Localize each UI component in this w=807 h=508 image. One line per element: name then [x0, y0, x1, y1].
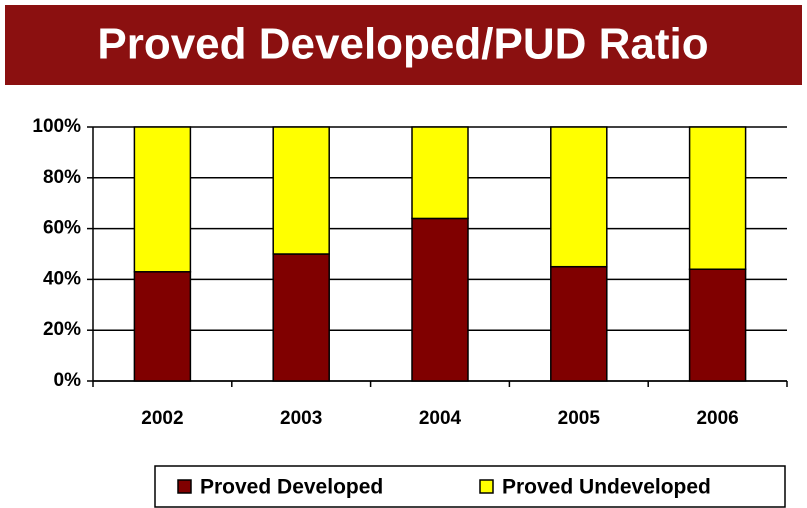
y-tick-label: 20%	[43, 319, 81, 340]
x-tick-label: 2005	[558, 408, 601, 429]
legend	[154, 465, 786, 508]
y-tick-label: 100%	[32, 116, 81, 137]
x-tick-label: 2002	[141, 408, 183, 429]
bar-segment	[411, 217, 469, 382]
legend-swatch	[479, 479, 494, 494]
bar-segment	[411, 126, 469, 220]
legend-swatch	[177, 479, 192, 494]
bar-segment	[550, 126, 608, 268]
y-tick-label: 40%	[43, 268, 81, 289]
bar-segment	[133, 126, 192, 273]
y-tick-label: 0%	[54, 370, 82, 391]
bar-segment	[688, 126, 747, 270]
bar-segment	[272, 253, 330, 382]
bar-segment	[272, 126, 330, 255]
x-tick-label: 2003	[280, 408, 322, 429]
legend-label: Proved Developed	[200, 476, 383, 499]
y-tick-label: 80%	[43, 167, 81, 188]
bar-segment	[688, 268, 747, 382]
bar-segment	[133, 271, 192, 382]
x-tick-label: 2004	[419, 408, 462, 429]
legend-label: Proved Undeveloped	[502, 476, 711, 499]
x-tick-label: 2006	[696, 408, 738, 429]
y-tick-label: 60%	[43, 218, 81, 239]
chart-title: Proved Developed/PUD Ratio	[97, 20, 708, 69]
title-banner	[5, 5, 802, 85]
bar-segment	[550, 265, 608, 382]
